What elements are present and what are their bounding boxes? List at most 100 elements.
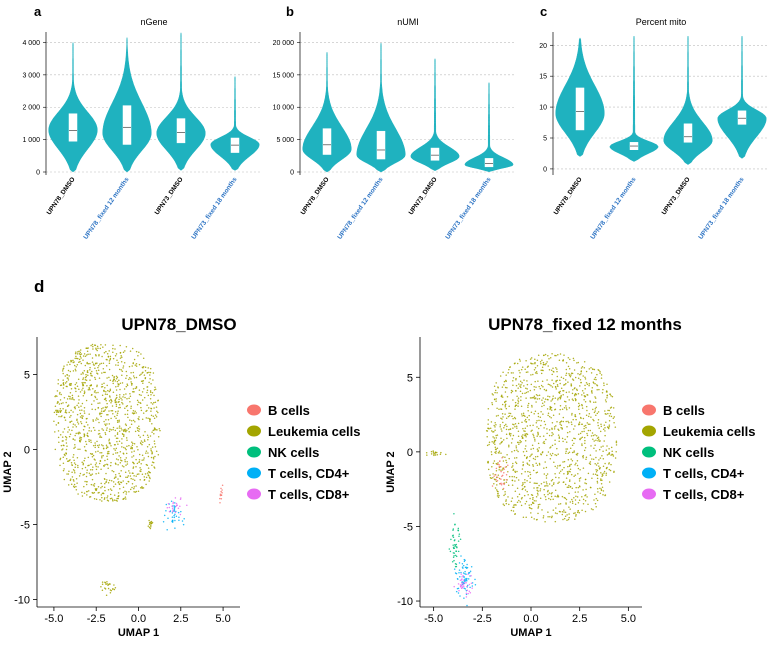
data-point <box>557 434 560 436</box>
data-point <box>148 371 150 374</box>
data-point <box>545 481 548 483</box>
x-axis-label: UMAP 1 <box>118 627 159 639</box>
data-point <box>508 444 510 447</box>
data-point <box>115 375 118 377</box>
data-point <box>116 421 119 423</box>
data-point <box>604 494 607 496</box>
data-point <box>555 425 557 427</box>
legend-label: Leukemia cells <box>268 424 361 439</box>
data-point <box>505 374 507 376</box>
data-point <box>95 417 98 419</box>
data-point <box>104 424 107 427</box>
data-point <box>121 401 123 404</box>
data-point <box>526 490 528 493</box>
data-point <box>598 465 600 467</box>
data-point <box>494 389 497 392</box>
data-point <box>507 372 509 374</box>
data-point <box>138 351 140 353</box>
data-point <box>125 491 128 493</box>
data-point <box>503 384 505 386</box>
data-point <box>86 471 88 474</box>
data-point <box>72 411 74 413</box>
data-point <box>73 486 76 488</box>
data-point <box>547 412 550 414</box>
data-point <box>502 421 504 424</box>
data-point <box>579 477 582 479</box>
data-point <box>604 434 606 437</box>
data-point <box>135 475 137 477</box>
data-point <box>137 449 139 451</box>
data-point <box>548 429 551 431</box>
data-point <box>151 452 153 455</box>
data-point <box>115 389 118 391</box>
data-point <box>454 562 457 565</box>
data-point <box>111 497 113 499</box>
data-point <box>565 368 568 371</box>
data-point <box>582 503 585 505</box>
data-point <box>547 395 549 398</box>
data-point <box>55 424 58 426</box>
data-point <box>118 419 120 422</box>
data-point <box>114 399 117 401</box>
data-point <box>123 388 126 390</box>
data-point <box>82 384 84 387</box>
data-point <box>103 465 105 467</box>
data-point <box>100 436 103 438</box>
data-point <box>512 427 514 429</box>
data-point <box>575 495 577 498</box>
data-point <box>83 446 86 448</box>
data-point <box>140 373 142 375</box>
data-point <box>112 426 115 429</box>
data-point <box>543 388 546 391</box>
data-point <box>453 554 455 557</box>
data-point <box>62 462 65 465</box>
data-point <box>519 385 521 387</box>
data-point <box>138 425 140 427</box>
y-axis-label: UMAP 2 <box>2 451 14 492</box>
data-point <box>61 436 64 438</box>
data-point <box>126 413 129 416</box>
data-point <box>598 427 600 429</box>
data-point <box>117 497 119 500</box>
data-point <box>554 465 556 468</box>
data-point <box>568 391 570 393</box>
data-point <box>128 365 131 368</box>
data-point <box>543 473 546 475</box>
x-category-label: UPN78_DMSO <box>300 176 331 216</box>
data-point <box>559 464 561 467</box>
data-point <box>146 404 148 406</box>
data-point <box>526 425 529 427</box>
data-point <box>576 362 578 364</box>
data-point <box>87 353 89 355</box>
data-point <box>565 372 568 375</box>
data-point <box>596 474 599 477</box>
data-point <box>103 498 106 500</box>
data-point <box>107 355 110 358</box>
panel-label-a: a <box>34 4 42 19</box>
data-point <box>83 353 86 355</box>
data-point <box>69 416 71 418</box>
data-point <box>97 433 100 435</box>
data-point <box>564 383 566 386</box>
data-point <box>88 472 91 475</box>
data-point <box>551 421 554 424</box>
data-point <box>463 585 465 588</box>
data-point <box>576 460 579 462</box>
data-point <box>534 438 536 440</box>
data-point <box>109 441 111 444</box>
data-point <box>592 438 594 441</box>
data-point <box>535 401 537 403</box>
data-point <box>561 511 564 513</box>
data-point <box>612 455 615 457</box>
y-tick-label: 10 000 <box>273 105 295 112</box>
data-point <box>135 387 138 389</box>
violin-shape <box>356 43 406 173</box>
data-point <box>574 512 576 514</box>
data-point <box>543 442 546 445</box>
data-point <box>596 469 599 472</box>
data-point <box>516 470 518 473</box>
data-point <box>137 354 139 357</box>
data-point <box>73 398 75 401</box>
data-point <box>70 387 73 390</box>
data-point <box>534 372 537 374</box>
